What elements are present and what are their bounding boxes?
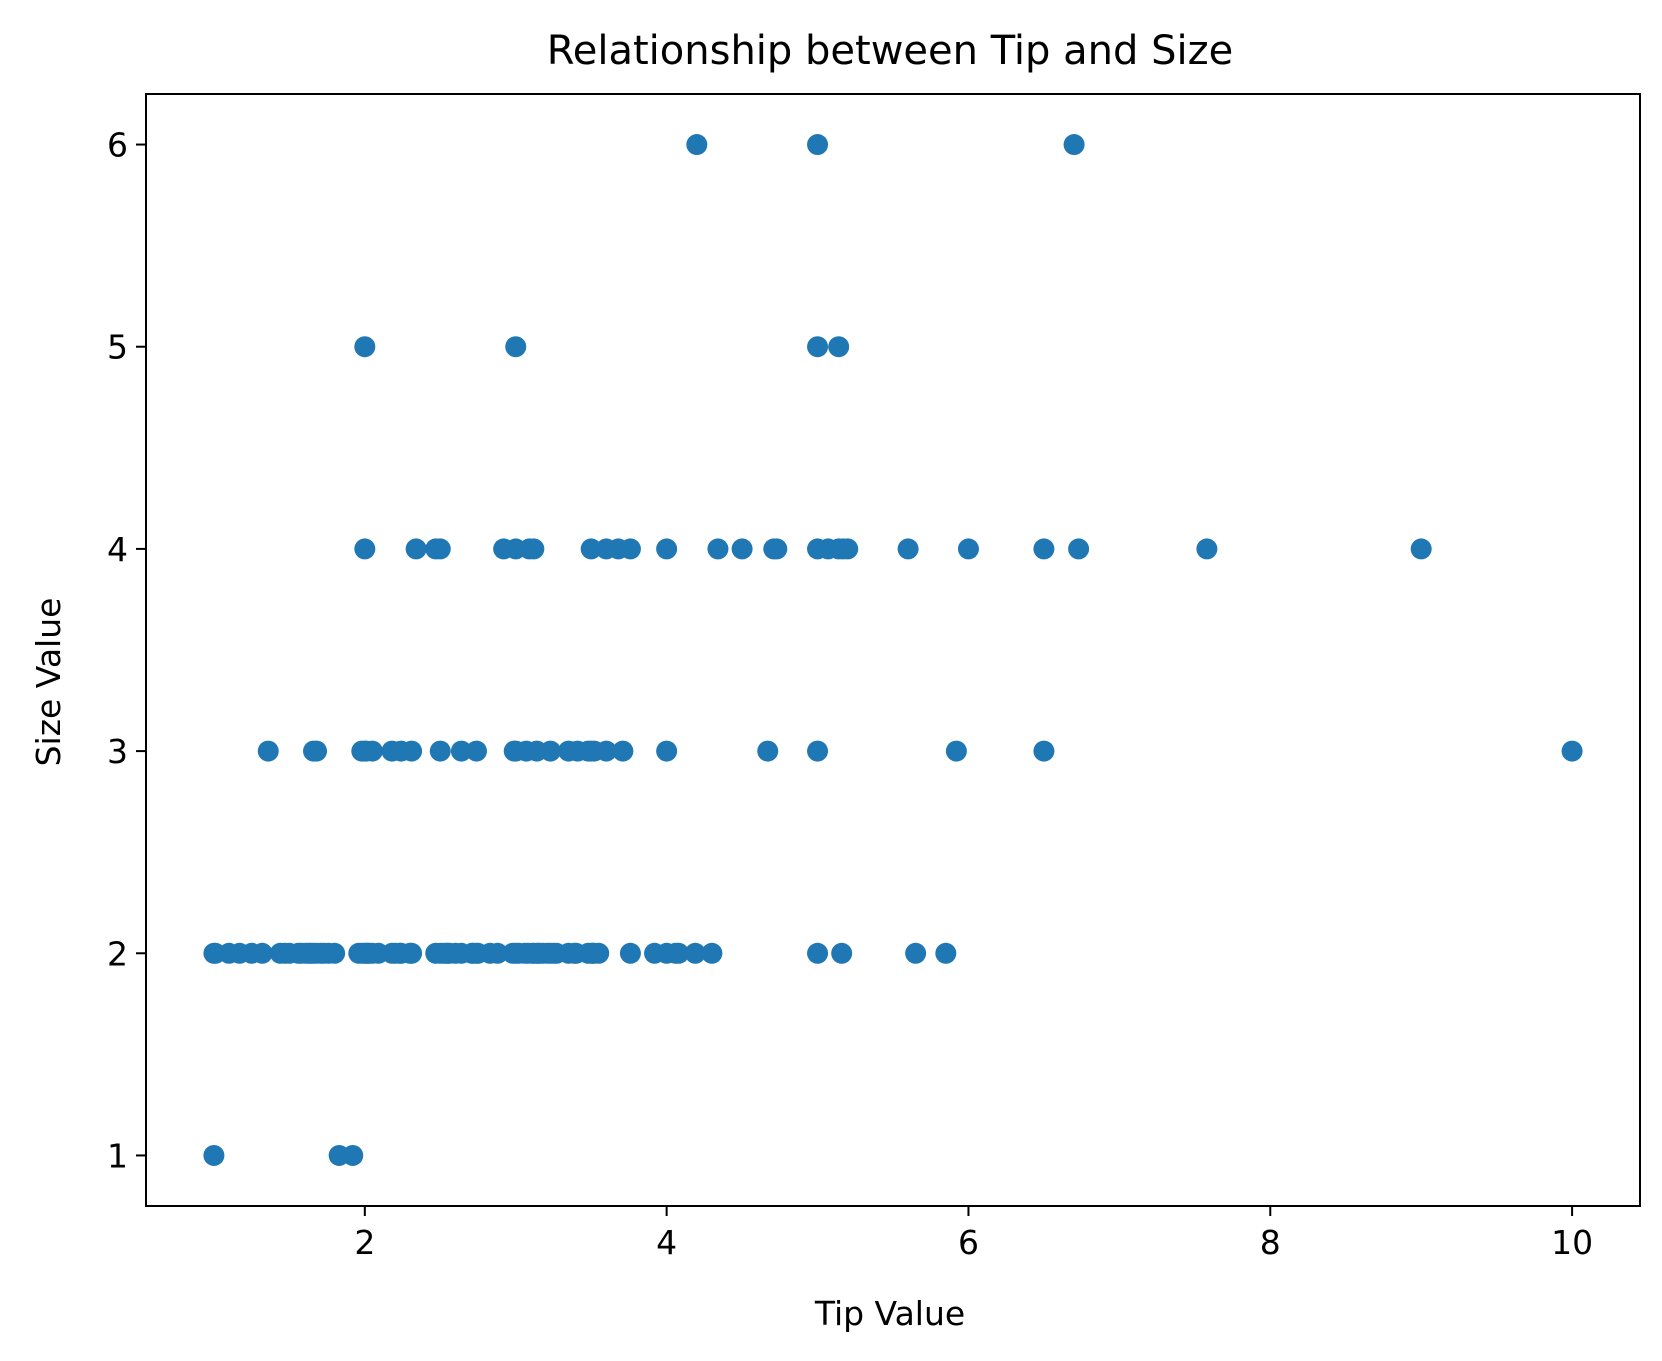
data-point (203, 1144, 225, 1166)
data-point (539, 740, 561, 762)
data-point (595, 740, 617, 762)
data-point (354, 538, 376, 560)
data-point (1033, 538, 1055, 560)
data-point (612, 740, 634, 762)
data-point (957, 538, 979, 560)
data-point (306, 740, 328, 762)
data-point (807, 336, 829, 358)
y-tick-label: 3 (107, 732, 128, 771)
data-point (707, 538, 729, 560)
x-tick-label: 2 (354, 1223, 375, 1262)
data-point (1561, 740, 1583, 762)
data-point (401, 740, 423, 762)
data-point (905, 942, 927, 964)
plot-marks (203, 134, 1583, 1166)
data-point (619, 942, 641, 964)
y-tick-label: 6 (107, 126, 128, 165)
data-point (757, 740, 779, 762)
data-point (429, 538, 451, 560)
data-point (807, 740, 829, 762)
y-tick-label: 5 (107, 328, 128, 367)
data-point (324, 942, 346, 964)
data-point (807, 134, 829, 156)
data-point (429, 740, 451, 762)
data-point (897, 538, 919, 560)
data-point (807, 942, 829, 964)
data-point (354, 336, 376, 358)
data-point (361, 740, 383, 762)
data-point (686, 134, 708, 156)
data-point (1063, 134, 1085, 156)
data-point (487, 942, 509, 964)
chart-title: Relationship between Tip and Size (547, 28, 1233, 74)
data-point (523, 538, 545, 560)
data-point (656, 740, 678, 762)
data-point (342, 1144, 364, 1166)
data-point (1410, 538, 1432, 560)
data-point (465, 740, 487, 762)
y-tick-label: 1 (107, 1136, 128, 1175)
x-tick-label: 6 (958, 1223, 979, 1262)
x-tick-label: 8 (1260, 1223, 1281, 1262)
x-tick-label: 4 (656, 1223, 677, 1262)
data-point (505, 336, 527, 358)
data-point (580, 538, 602, 560)
data-point (588, 942, 610, 964)
data-point (837, 538, 859, 560)
data-point (701, 942, 723, 964)
y-tick-label: 2 (107, 934, 128, 973)
y-tick-label: 4 (107, 530, 128, 569)
data-point (731, 538, 753, 560)
data-point (450, 740, 472, 762)
data-point (1033, 740, 1055, 762)
data-point (656, 538, 678, 560)
data-point (935, 942, 957, 964)
data-point (251, 942, 273, 964)
x-axis-label: Tip Value (814, 1294, 965, 1333)
data-point (831, 942, 853, 964)
data-point (684, 942, 706, 964)
data-point (405, 538, 427, 560)
data-point (945, 740, 967, 762)
data-point (401, 942, 423, 964)
y-axis-label: Size Value (29, 598, 68, 767)
x-tick-label: 10 (1551, 1223, 1593, 1262)
plot-frame (145, 93, 1641, 1207)
data-point (828, 336, 850, 358)
data-point (257, 740, 279, 762)
data-point (766, 538, 788, 560)
data-point (1196, 538, 1218, 560)
data-point (619, 538, 641, 560)
data-point (1068, 538, 1090, 560)
data-point (668, 942, 690, 964)
